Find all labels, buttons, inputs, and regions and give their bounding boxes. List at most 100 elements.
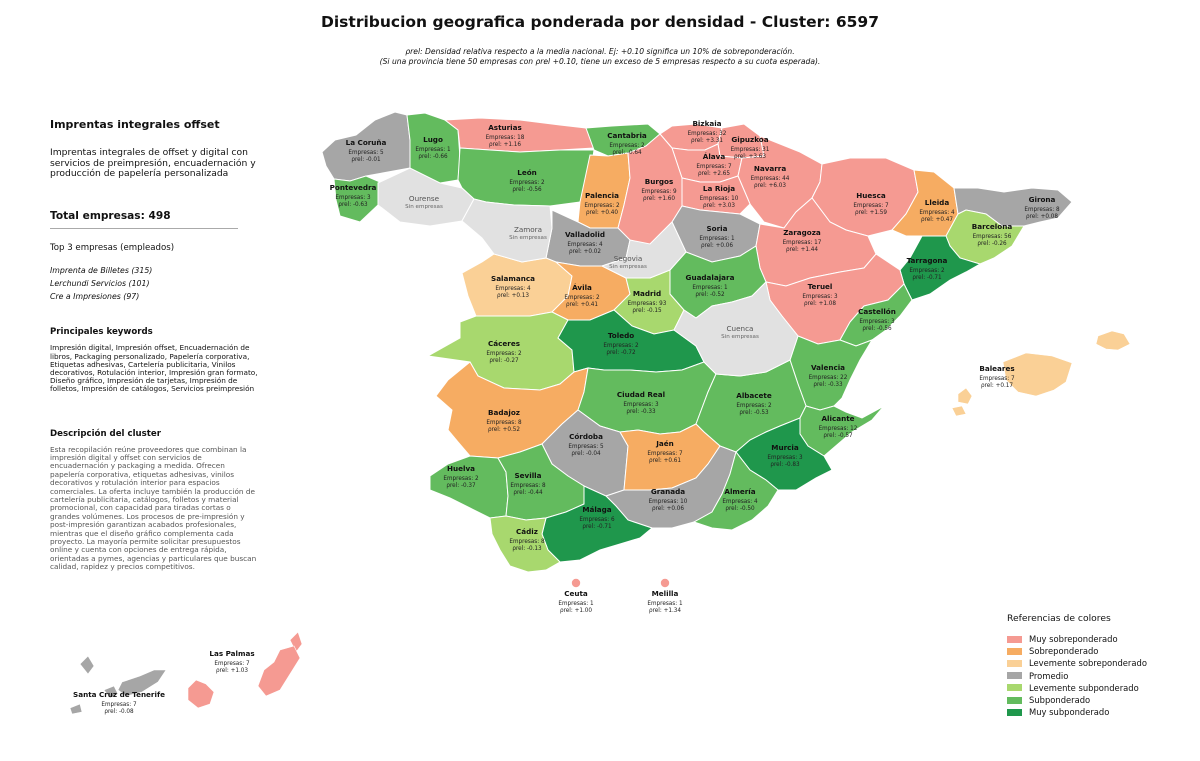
legend-label: Levemente subponderado xyxy=(1029,682,1139,693)
legend-swatch xyxy=(1007,647,1022,655)
province-empresas: Empresas: 44 xyxy=(751,176,790,182)
province-rho: ρrel: +0.52 xyxy=(488,427,520,433)
province-empresas: Empresas: 2 xyxy=(443,476,479,482)
subtitle-line-2: (Si una provincia tiene 50 empresas con … xyxy=(379,57,821,66)
province-empresas: Empresas: 31 xyxy=(731,147,770,153)
province-empresas: Empresas: 7 xyxy=(647,451,683,457)
top3-item: Cre a Impresiones (97) xyxy=(50,292,140,302)
province-empresas: Empresas: 1 xyxy=(699,236,735,242)
province-empresas: Empresas: 93 xyxy=(628,301,667,307)
province-rho: ρrel: -0.66 xyxy=(418,154,448,160)
chart-subtitle: ρrel: Densidad relativa respecto a la me… xyxy=(0,47,1200,67)
province-rho: ρrel: +0.40 xyxy=(586,210,618,216)
province-name: Badajoz xyxy=(488,408,520,417)
province-rho: ρrel: -0.13 xyxy=(512,546,542,552)
province-name: Melilla xyxy=(652,589,679,598)
province-name: Cáceres xyxy=(488,339,520,348)
legend-swatch xyxy=(1007,684,1022,692)
province-name: Valladolid xyxy=(565,230,605,239)
island-baleares xyxy=(957,387,973,405)
province-name: La Coruña xyxy=(346,138,387,147)
province-empresas: Empresas: 2 xyxy=(603,343,639,349)
province-name: Santa Cruz de Tenerife xyxy=(73,690,165,699)
province-empresas: Empresas: 2 xyxy=(564,295,600,301)
province-empresas: Empresas: 8 xyxy=(510,483,546,489)
province-empresas: Empresas: 32 xyxy=(688,131,727,137)
total-empresas: Total empresas: 498 xyxy=(50,209,171,222)
province-rho: ρrel: +1.60 xyxy=(643,196,675,202)
province-empresas: Empresas: 2 xyxy=(736,403,772,409)
top3-item: Lerchundi Servicios (101) xyxy=(50,278,150,288)
province-name: Teruel xyxy=(808,282,833,291)
top3-item: Imprenta de Billetes (315) xyxy=(50,265,153,275)
province-rho: ρrel: -0.53 xyxy=(739,410,769,416)
province-empresas: Empresas: 1 xyxy=(647,601,683,607)
province-name: Huelva xyxy=(447,464,475,473)
province-name: Ciudad Real xyxy=(617,390,665,399)
province-rho: ρrel: -0.57 xyxy=(823,433,853,439)
province-empresas: Empresas: 3 xyxy=(767,455,803,461)
province-rho: ρrel: +0.08 xyxy=(1026,214,1058,220)
province-empresas: Empresas: 22 xyxy=(809,375,848,381)
province-name: Valencia xyxy=(811,363,845,372)
legend-list: Muy sobreponderado Sobreponderado Levement… xyxy=(1007,633,1147,718)
province-name: Alicante xyxy=(821,414,854,423)
legend-label: Muy subponderado xyxy=(1029,707,1110,718)
province-rho: ρrel: +0.02 xyxy=(569,249,601,255)
province-name: Pontevedra xyxy=(330,183,377,192)
province-rho: ρrel: -0.63 xyxy=(338,202,368,208)
province-empresas: Empresas: 2 xyxy=(609,143,645,149)
legend-item-sobre: Sobreponderado xyxy=(1007,645,1147,657)
cluster-name: Imprentas integrales offset xyxy=(50,118,220,131)
province-rho: ρrel: +6.03 xyxy=(754,183,786,189)
province-rho: ρrel: -0.04 xyxy=(571,451,601,457)
province-rho: ρrel: +0.06 xyxy=(652,506,684,512)
province-name: Cuenca xyxy=(727,324,754,333)
province-name: Lugo xyxy=(423,135,443,144)
province-empresas: Empresas: 3 xyxy=(335,195,371,201)
province-rho: ρrel: -0.26 xyxy=(977,241,1007,247)
province-no-data: Sin empresas xyxy=(721,334,759,340)
province-rho: ρrel: -0.33 xyxy=(626,409,656,415)
island-las-palmas xyxy=(257,645,301,697)
top3-heading: Top 3 empresas (empleados) xyxy=(50,242,175,253)
province-name: Cádiz xyxy=(516,527,538,536)
province-rho: ρrel: +0.13 xyxy=(497,293,529,299)
province-rho: ρrel: +1.16 xyxy=(489,142,521,148)
province-name: Málaga xyxy=(582,505,611,514)
city-melilla xyxy=(660,578,670,588)
province-rho: ρrel: +2.65 xyxy=(698,171,730,177)
province-name: Girona xyxy=(1029,195,1056,204)
province-empresas: Empresas: 5 xyxy=(348,150,384,156)
province-name: Ourense xyxy=(409,194,440,203)
province-name: Murcia xyxy=(771,443,799,452)
island-baleares xyxy=(1095,330,1131,351)
province-rho: ρrel: +0.17 xyxy=(981,383,1013,389)
legend-label: Muy sobreponderado xyxy=(1029,634,1118,645)
province-almeria xyxy=(692,450,779,531)
province-empresas: Empresas: 1 xyxy=(558,601,594,607)
province-name: Navarra xyxy=(754,164,786,173)
province-name: Salamanca xyxy=(491,274,535,283)
subtitle-line-1: ρrel: Densidad relativa respecto a la me… xyxy=(405,47,795,56)
legend-swatch xyxy=(1007,635,1022,643)
province-rho: ρrel: +3.03 xyxy=(703,203,735,209)
province-rho: ρrel: +1.44 xyxy=(786,247,818,253)
province-rho: ρrel: +0.47 xyxy=(921,217,953,223)
top3-list: Imprenta de Billetes (315) Lerchundi Ser… xyxy=(50,264,260,304)
province-cadiz xyxy=(489,515,561,573)
province-name: Granada xyxy=(651,487,685,496)
province-empresas: Empresas: 1 xyxy=(415,147,451,153)
province-rho: ρrel: -0.01 xyxy=(351,157,381,163)
city-ceuta xyxy=(571,578,581,588)
province-name: Tarragona xyxy=(907,256,948,265)
province-rho: ρrel: -0.56 xyxy=(512,187,542,193)
province-name: Zaragoza xyxy=(783,228,821,237)
province-tarragona xyxy=(899,235,982,301)
island-baleares xyxy=(951,405,967,417)
province-name: Córdoba xyxy=(569,432,603,441)
province-empresas: Empresas: 9 xyxy=(641,189,677,195)
legend-label: Promedio xyxy=(1029,670,1069,681)
province-empresas: Empresas: 12 xyxy=(819,426,858,432)
